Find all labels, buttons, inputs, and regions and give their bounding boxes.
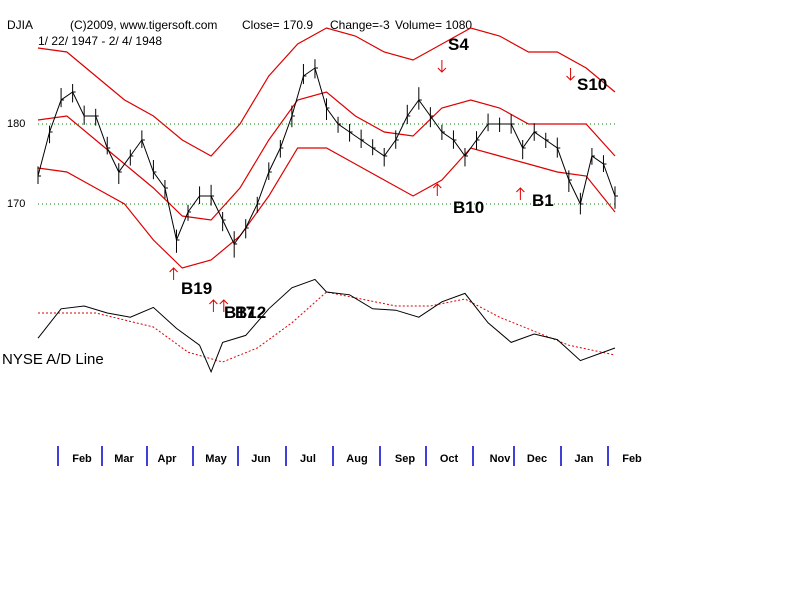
month-label: Jun [251,453,271,465]
signal-arrow-head [209,299,218,305]
month-label: Oct [440,453,459,465]
price-bar [60,88,65,108]
header-close: Close= 170.9 [242,18,313,32]
header-change: Change=-3 [330,18,390,32]
price-bar [614,186,618,209]
header-copyright: (C)2009, www.tigersoft.com [70,18,217,32]
month-label: Mar [114,453,134,465]
signal-arrow-s10 [566,68,575,81]
signal-label-s10: S10 [577,75,607,94]
month-jun: Jun [237,446,271,466]
ad-moving-average [38,291,616,363]
y-tick-label-180: 180 [7,118,25,130]
month-label: Feb [72,453,92,465]
gridlines [38,123,615,205]
month-dec: Dec [513,446,547,466]
price-bar [522,140,526,160]
price-bar [83,105,88,125]
signals [169,60,575,312]
header-date-range: 1/ 22/ 1947 - 2/ 4/ 1948 [38,34,162,48]
month-label: Feb [622,453,642,465]
signal-arrow-head [219,299,229,305]
signal-arrow-b1 [516,187,525,200]
price-bar [187,204,192,221]
header-volume: Volume= 1080 [395,18,472,32]
month-label: Nov [490,453,512,465]
month-label: Apr [158,453,178,465]
price-bar [199,186,203,204]
band-lines [37,27,616,269]
price-bar [383,148,388,167]
y-tick-label-170: 170 [7,198,25,210]
signal-label-s4: S4 [448,35,469,54]
signal-label-b19: B19 [181,279,212,298]
header-ticker: DJIA [7,18,33,32]
price-bar [233,231,238,258]
signal-arrow-s4 [437,60,447,73]
price-bar [487,113,492,132]
month-may: May [192,446,228,466]
price-bar [360,129,365,148]
month-oct: Oct [425,446,459,466]
ad-line-caption: NYSE A/D Line [2,351,104,368]
signal-arrow-head [169,267,178,273]
month-axis: Feb Mar Apr May Jun Jul Aug Sep Oct Nov Dec Jan Feb [57,446,642,466]
month-label: Dec [527,453,547,465]
signal-label-b1: B1 [532,191,554,210]
price-bar [372,139,376,156]
signal-arrow-head [566,75,575,81]
month-feb: Feb [57,446,92,466]
price-bar [210,184,215,206]
upper-band [37,27,616,157]
month-label: May [205,453,227,465]
signal-arrow-b17 [209,299,218,312]
price-bar [476,131,480,150]
month-sep: Sep [379,446,415,466]
price-close-line [37,67,616,245]
price-bar [499,117,503,132]
month-jan: Jan [560,446,594,466]
middle-band [37,91,616,221]
price-bar [452,130,457,149]
month-nov: Nov [472,446,512,466]
signal-label-b10: B10 [453,198,484,217]
signal-arrow-b10 [432,183,442,196]
month-feb: Feb [607,446,642,466]
month-label: Jul [300,453,316,465]
price-bars [37,59,618,258]
signal-arrow-head [432,183,442,189]
signal-arrow-head [437,67,447,73]
signal-label-b17: B17 [224,303,255,322]
signal-arrow-b19 [169,267,178,280]
month-apr: Apr [146,446,178,466]
month-jul: Jul [285,446,316,466]
month-label: Sep [395,453,415,465]
signal-label-b12: B12 [235,303,266,322]
month-aug: Aug [332,446,368,466]
ad-line-panel [37,278,616,374]
price-bar [118,163,122,184]
ad-line [37,278,616,374]
lower-band [37,147,616,269]
month-label: Jan [575,453,594,465]
signal-arrow-head [516,187,525,193]
signal-arrow-b12 [219,299,229,312]
month-mar: Mar [101,446,134,466]
price-bar [418,87,422,110]
month-label: Aug [346,453,367,465]
